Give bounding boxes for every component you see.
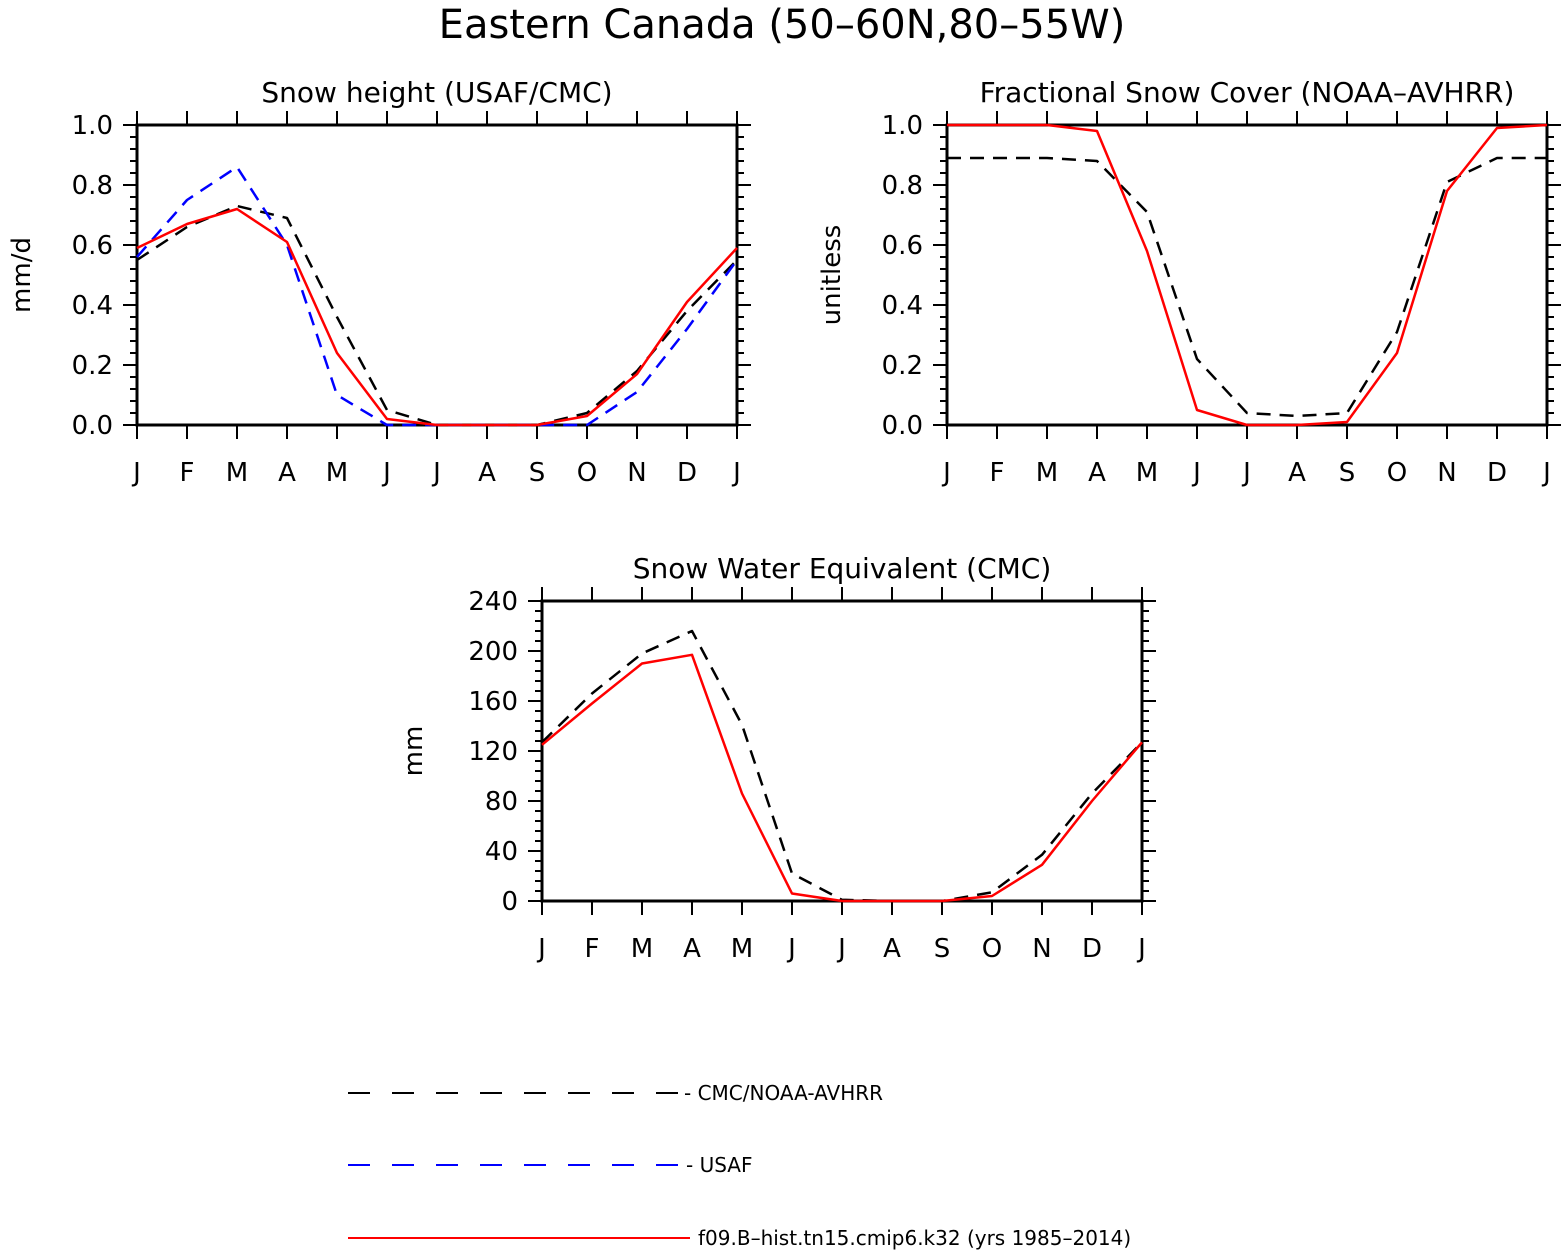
x-tick-label: A (1288, 458, 1306, 488)
legend-entry-model: f09.B–hist.tn15.cmip6.k32 (yrs 1985–2014… (348, 1226, 1131, 1250)
y-axis-label: mm (399, 726, 429, 777)
y-tick-label: 160 (468, 687, 518, 717)
x-tick-label: F (990, 458, 1005, 488)
x-tick-label: M (226, 458, 248, 488)
x-tick-label: D (677, 458, 697, 488)
x-tick-label: J (731, 458, 741, 488)
x-tick-label: S (934, 934, 951, 964)
y-tick-label: 120 (468, 737, 518, 767)
x-tick-label: A (478, 458, 496, 488)
x-tick-label: J (1541, 458, 1551, 488)
x-tick-label: F (585, 934, 600, 964)
snow-water-equivalent-panel: Snow Water Equivalent (CMC) mm 0 40 80 120 160… (399, 552, 1156, 964)
y-axis-label: unitless (817, 225, 847, 326)
x-tick-label: J (536, 934, 546, 964)
y-tick-label: 0.0 (72, 411, 113, 441)
x-tick-label: J (381, 458, 391, 488)
x-tick-label: J (786, 934, 796, 964)
x-tick-label: J (431, 458, 441, 488)
y-tick-label: 0.6 (72, 231, 113, 261)
x-tick-label: J (1241, 458, 1251, 488)
x-tick-label: A (683, 934, 701, 964)
x-tick-label: A (278, 458, 296, 488)
y-tick-label: 0.2 (72, 351, 113, 381)
x-tick-label: M (326, 458, 348, 488)
y-tick-label: 0.8 (72, 171, 113, 201)
panel-title: Fractional Snow Cover (NOAA–AVHRR) (980, 76, 1515, 109)
panel-title: Snow Water Equivalent (CMC) (633, 552, 1052, 585)
x-tick-label: M (731, 934, 753, 964)
y-axis-label: mm/d (7, 237, 37, 313)
x-tick-label: M (631, 934, 653, 964)
y-tick-label: 0.8 (882, 171, 923, 201)
y-tick-label: 0.4 (72, 291, 113, 321)
x-tick-label: O (982, 934, 1002, 964)
x-tick-label: J (131, 458, 141, 488)
x-tick-label: D (1487, 458, 1507, 488)
x-tick-label: D (1082, 934, 1102, 964)
x-tick-label: J (1136, 934, 1146, 964)
x-tick-label: A (883, 934, 901, 964)
x-tick-label: O (577, 458, 597, 488)
y-tick-label: 200 (468, 637, 518, 667)
x-tick-label: N (627, 458, 646, 488)
y-tick-label: 1.0 (72, 111, 113, 141)
x-tick-label: F (180, 458, 195, 488)
x-tick-label: S (1339, 458, 1356, 488)
series-line-cmc (136, 204, 738, 427)
legend-label-model: f09.B–hist.tn15.cmip6.k32 (yrs 1985–2014… (698, 1226, 1131, 1250)
legend-label-usaf: - USAF (686, 1153, 752, 1177)
snow-height-panel: Snow height (USAF/CMC) mm/d 0.0 0.2 0.4 0.6 0.… (7, 76, 751, 488)
x-tick-label: S (529, 458, 546, 488)
x-tick-label: J (836, 934, 846, 964)
series-line-model (541, 653, 1143, 903)
x-tick-label: A (1088, 458, 1106, 488)
legend-entry-cmc: - CMC/NOAA-AVHRR (348, 1081, 883, 1105)
x-tick-label: O (1387, 458, 1407, 488)
panel-title: Snow height (USAF/CMC) (261, 76, 612, 109)
x-tick-label: N (1437, 458, 1456, 488)
figure-title: Eastern Canada (50–60N,80–55W) (439, 2, 1126, 48)
y-tick-label: 1.0 (882, 111, 923, 141)
y-tick-label: 0.0 (882, 411, 923, 441)
x-tick-label: N (1032, 934, 1051, 964)
series-line-model (136, 207, 738, 427)
x-tick-label: M (1136, 458, 1158, 488)
y-tick-label: 80 (485, 787, 518, 817)
series-line-cmc (947, 156, 1547, 418)
x-tick-label: J (941, 458, 951, 488)
y-tick-label: 0.4 (882, 291, 923, 321)
y-tick-label: 0.2 (882, 351, 923, 381)
x-tick-label: J (1191, 458, 1201, 488)
x-tick-label: M (1036, 458, 1058, 488)
legend-label-cmc: - CMC/NOAA-AVHRR (684, 1081, 883, 1105)
series-line-model (947, 123, 1548, 427)
y-tick-label: 0.6 (882, 231, 923, 261)
legend-entry-usaf: - USAF (348, 1153, 752, 1177)
legend: - CMC/NOAA-AVHRR - USAF f09.B–hist.tn15.… (348, 1081, 1131, 1250)
fractional-snow-cover-panel: Fractional Snow Cover (NOAA–AVHRR) unitle… (817, 76, 1561, 488)
y-tick-label: 0 (501, 887, 518, 917)
y-tick-label: 40 (485, 837, 518, 867)
y-tick-label: 240 (468, 587, 518, 617)
